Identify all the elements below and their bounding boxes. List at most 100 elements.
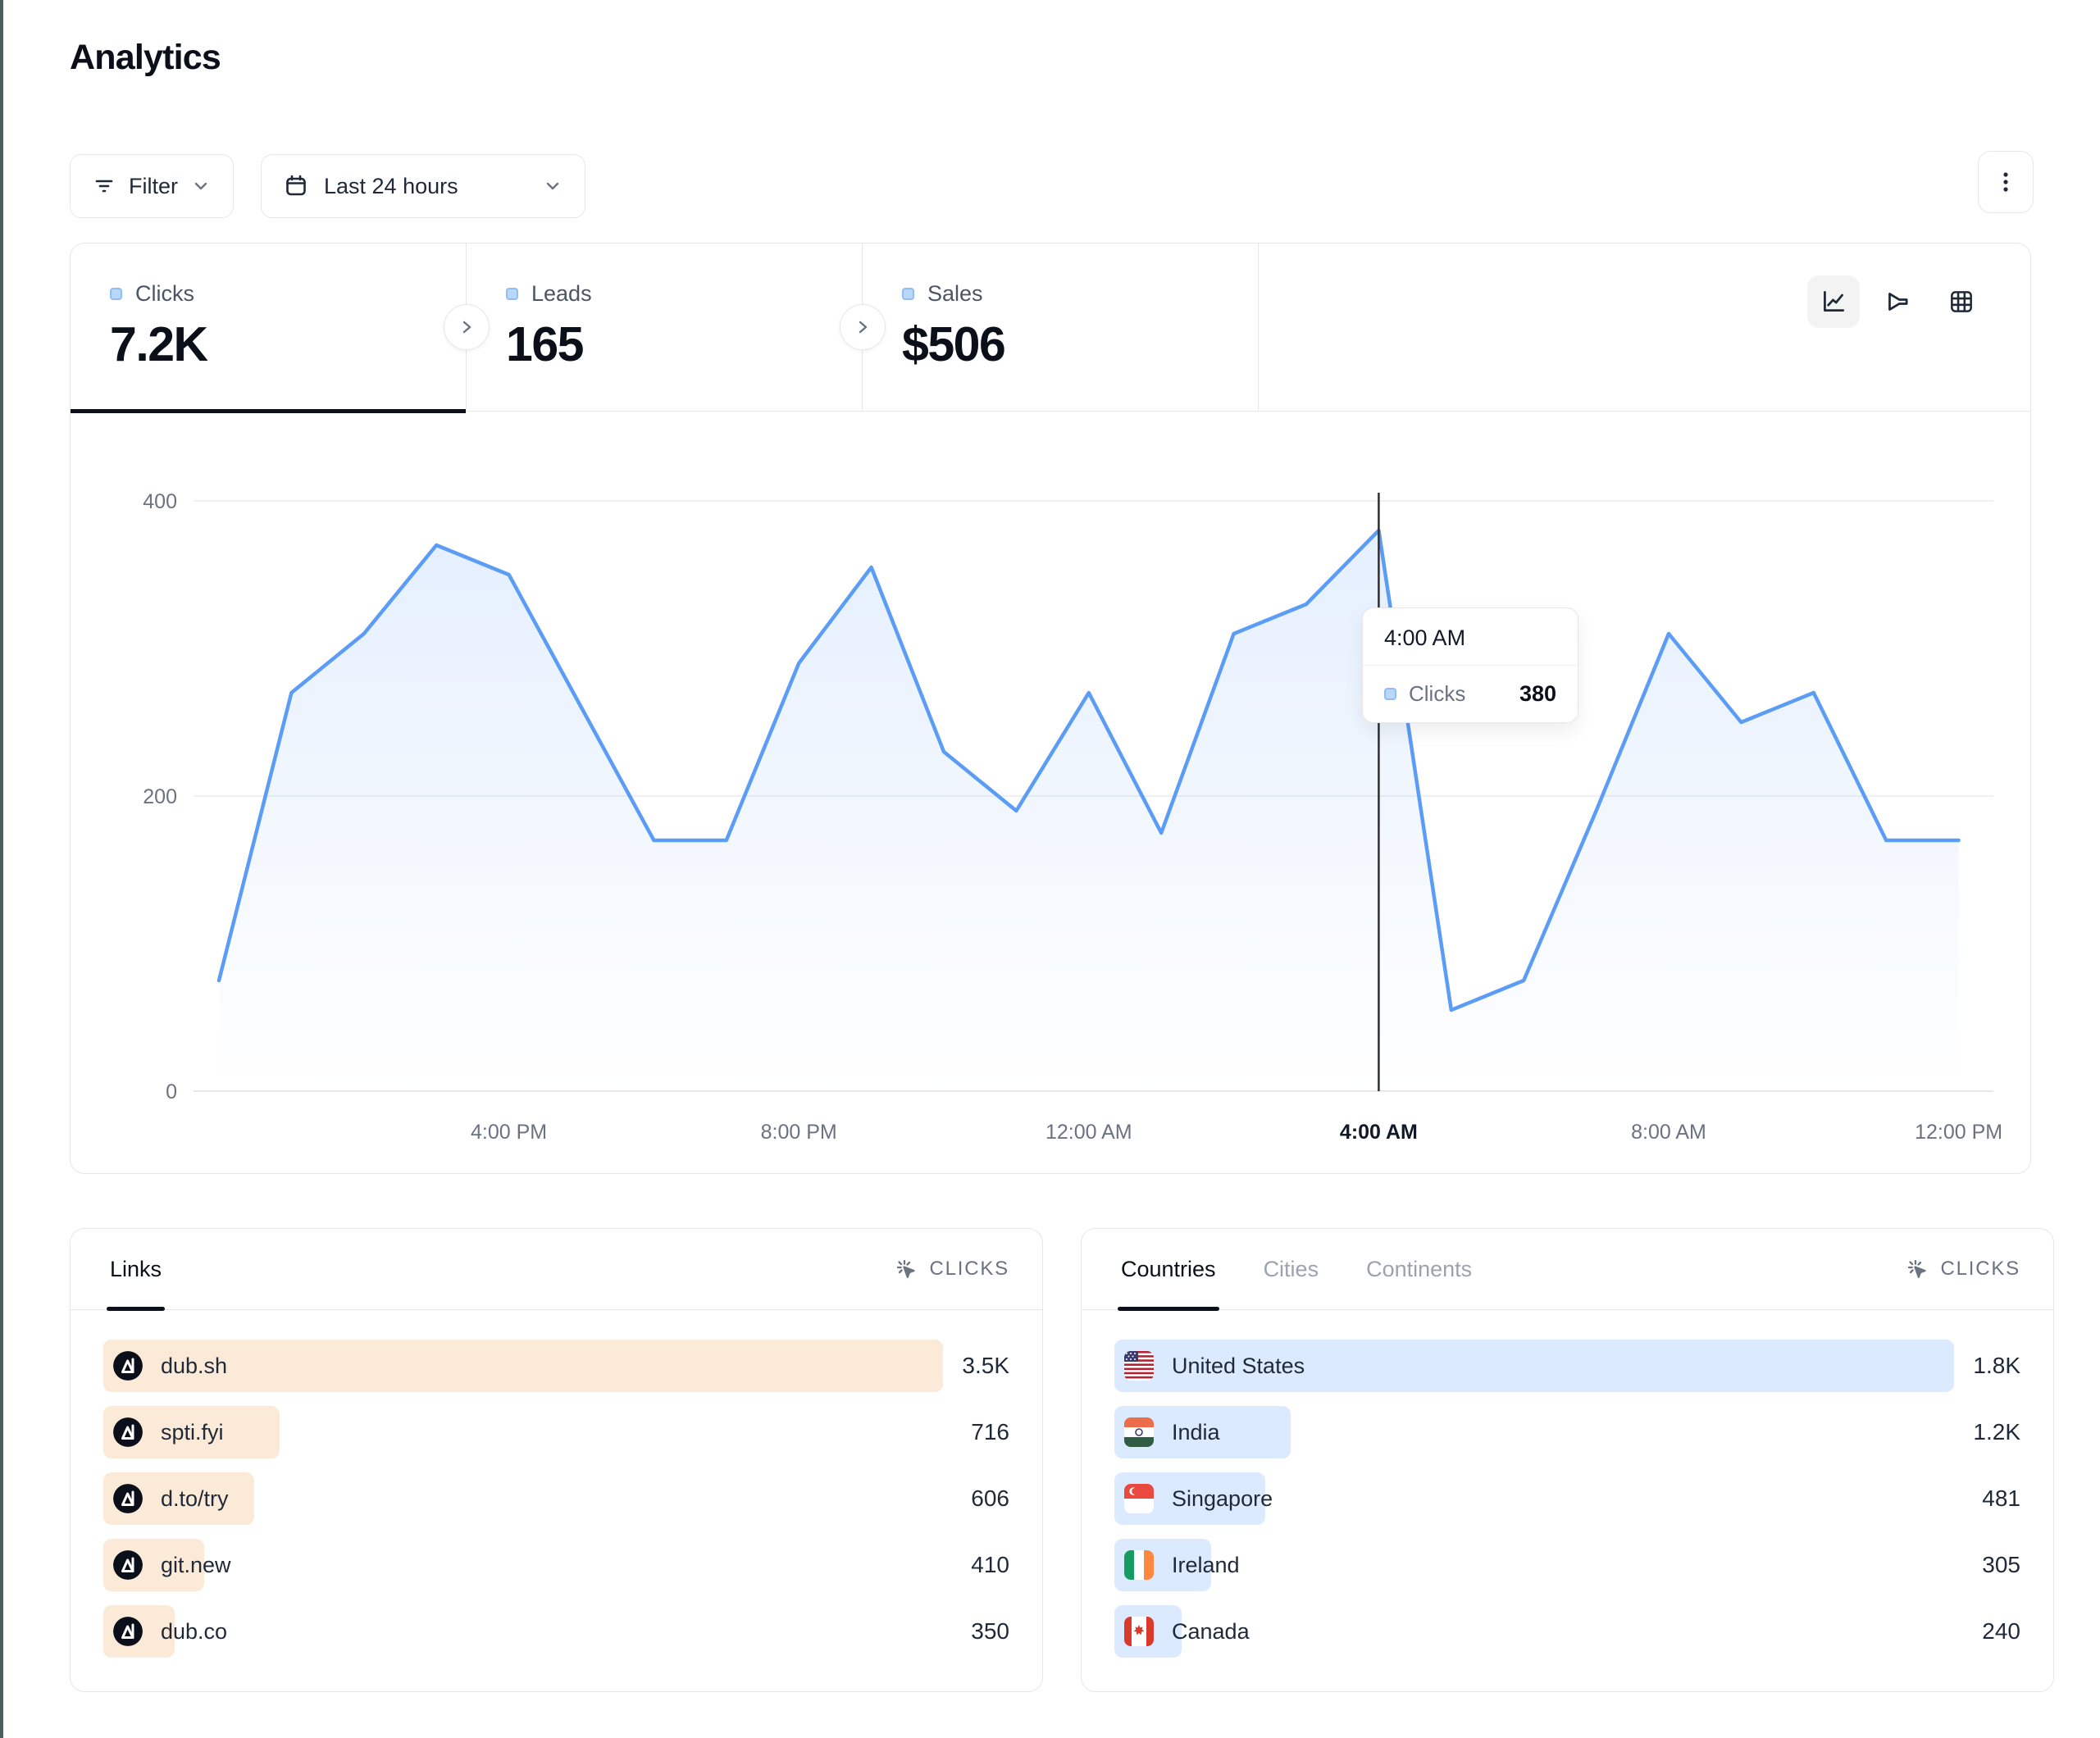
row-click-count: 240 (1982, 1618, 2020, 1644)
x-axis-tick: 12:00 AM (1045, 1121, 1132, 1144)
dub-logo-icon (113, 1417, 143, 1447)
list-item[interactable]: United States 1.8K (1114, 1340, 2020, 1392)
flag-in-icon (1124, 1417, 1154, 1447)
row-click-count: 1.2K (1973, 1419, 2020, 1445)
sales-tab-label: Sales (927, 281, 983, 306)
tab-sales[interactable]: Sales $506 (863, 243, 1259, 412)
clicks-time-series-chart[interactable]: 400 200 0 4:00 PM 8:00 PM 12:00 AM 4:00 AM 8:00… (71, 411, 2032, 1175)
country-label: United States (1172, 1353, 1305, 1378)
analytics-card: Clicks 7.2K Leads 165 Sales $506 (70, 243, 2031, 1174)
list-item[interactable]: dub.sh 3.5K (103, 1340, 1009, 1392)
clicks-line-series (216, 528, 1961, 1012)
calendar-icon (283, 173, 309, 199)
row-click-count: 1.8K (1973, 1353, 2020, 1378)
leads-value: 165 (506, 317, 584, 371)
flag-us-icon (1124, 1351, 1154, 1381)
table-view-button[interactable] (1935, 275, 1988, 328)
sales-legend-square-icon (902, 288, 914, 300)
row-click-count: 606 (971, 1485, 1009, 1511)
next-metric-button[interactable] (444, 304, 490, 350)
flag-ca-icon (1124, 1617, 1154, 1646)
page-title: Analytics (70, 38, 221, 77)
clicks-tab-label: Clicks (135, 281, 194, 306)
tooltip-series-label: Clicks (1409, 681, 1466, 706)
leads-tab-label: Leads (531, 281, 592, 306)
link-label: git.new (161, 1552, 231, 1577)
next-metric-button[interactable] (840, 304, 886, 350)
chevron-right-icon (457, 317, 476, 337)
row-click-count: 481 (1982, 1485, 2020, 1511)
y-axis-tick: 400 (143, 490, 177, 513)
stats-tabs-row: Clicks 7.2K Leads 165 Sales $506 (71, 243, 2030, 413)
countries-panel: Countries Cities Continents CLICKS Unite… (1081, 1228, 2054, 1692)
funnel-icon (1883, 287, 1912, 316)
row-click-count: 350 (971, 1618, 1009, 1644)
tab-clicks[interactable]: Clicks 7.2K (71, 243, 467, 413)
tab-links[interactable]: Links (106, 1229, 166, 1311)
row-click-count: 410 (971, 1552, 1009, 1577)
line-chart-icon (1819, 287, 1848, 316)
dub-logo-icon (113, 1617, 143, 1646)
funnel-view-button[interactable] (1871, 275, 1924, 328)
filter-button[interactable]: Filter (70, 154, 234, 218)
x-axis-tick: 8:00 AM (1631, 1121, 1706, 1144)
y-axis-tick: 0 (166, 1081, 177, 1103)
tooltip-time: 4:00 AM (1384, 626, 1466, 650)
tab-cities[interactable]: Cities (1263, 1256, 1319, 1281)
kebab-icon (1993, 168, 2018, 196)
clicks-area-fill (219, 530, 1959, 1091)
line-chart-view-button[interactable] (1807, 275, 1860, 328)
chart-tooltip: 4:00 AM Clicks 380 (1362, 607, 1578, 723)
chevron-right-icon (853, 317, 872, 337)
table-grid-icon (1947, 287, 1976, 316)
row-click-count: 716 (971, 1419, 1009, 1445)
country-label: India (1172, 1419, 1220, 1445)
cursor-click-icon (1904, 1256, 1930, 1282)
row-click-count: 3.5K (962, 1353, 1009, 1378)
list-item[interactable]: dub.co 350 (103, 1605, 1009, 1658)
link-label: d.to/try (161, 1485, 229, 1511)
x-axis-tick: 4:00 PM (471, 1121, 547, 1144)
flag-sg-icon (1124, 1484, 1154, 1513)
list-item[interactable]: git.new 410 (103, 1539, 1009, 1591)
list-item[interactable]: d.to/try 606 (103, 1472, 1009, 1525)
leads-legend-square-icon (506, 288, 518, 300)
cursor-click-icon (893, 1256, 919, 1282)
tab-continents[interactable]: Continents (1366, 1256, 1473, 1281)
value-bar (1114, 1340, 1954, 1392)
clicks-legend-square-icon (110, 288, 122, 300)
country-label: Canada (1172, 1618, 1250, 1644)
date-range-button[interactable]: Last 24 hours (261, 154, 585, 218)
y-axis-tick: 200 (143, 785, 177, 808)
links-metric-label: CLICKS (929, 1258, 1009, 1280)
list-item[interactable]: spti.fyi 716 (103, 1406, 1009, 1458)
flag-ie-icon (1124, 1550, 1154, 1580)
list-item[interactable]: Singapore 481 (1114, 1472, 2020, 1525)
date-range-label: Last 24 hours (324, 173, 458, 198)
row-click-count: 305 (1982, 1552, 2020, 1577)
dub-logo-icon (113, 1351, 143, 1381)
tab-countries[interactable]: Countries (1118, 1229, 1219, 1311)
chevron-down-icon (190, 175, 212, 197)
tooltip-legend-square-icon (1384, 688, 1396, 700)
value-bar (103, 1340, 943, 1392)
country-label: Ireland (1172, 1552, 1240, 1577)
x-axis-tick: 4:00 AM (1340, 1121, 1418, 1144)
clicks-value: 7.2K (110, 317, 208, 371)
chevron-down-icon (542, 175, 563, 197)
link-label: spti.fyi (161, 1419, 224, 1445)
countries-metric-selector[interactable]: CLICKS (1904, 1256, 2021, 1282)
chart-view-switcher (1807, 275, 1988, 328)
links-panel: Links CLICKS dub.sh 3.5K spti.fyi 716 d.to/t… (70, 1228, 1043, 1692)
list-item[interactable]: Ireland 305 (1114, 1539, 2020, 1591)
list-item[interactable]: India 1.2K (1114, 1406, 2020, 1458)
more-options-button[interactable] (1978, 151, 2034, 213)
x-axis-tick: 8:00 PM (761, 1121, 837, 1144)
filter-button-label: Filter (129, 173, 178, 198)
countries-metric-label: CLICKS (1940, 1258, 2020, 1280)
tab-leads[interactable]: Leads 165 (467, 243, 863, 412)
list-item[interactable]: Canada 240 (1114, 1605, 2020, 1658)
country-label: Singapore (1172, 1485, 1273, 1511)
sales-value: $506 (902, 317, 1006, 371)
links-metric-selector[interactable]: CLICKS (893, 1256, 1010, 1282)
